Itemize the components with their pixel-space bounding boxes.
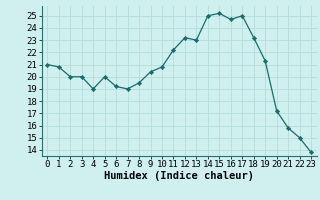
X-axis label: Humidex (Indice chaleur): Humidex (Indice chaleur) <box>104 171 254 181</box>
